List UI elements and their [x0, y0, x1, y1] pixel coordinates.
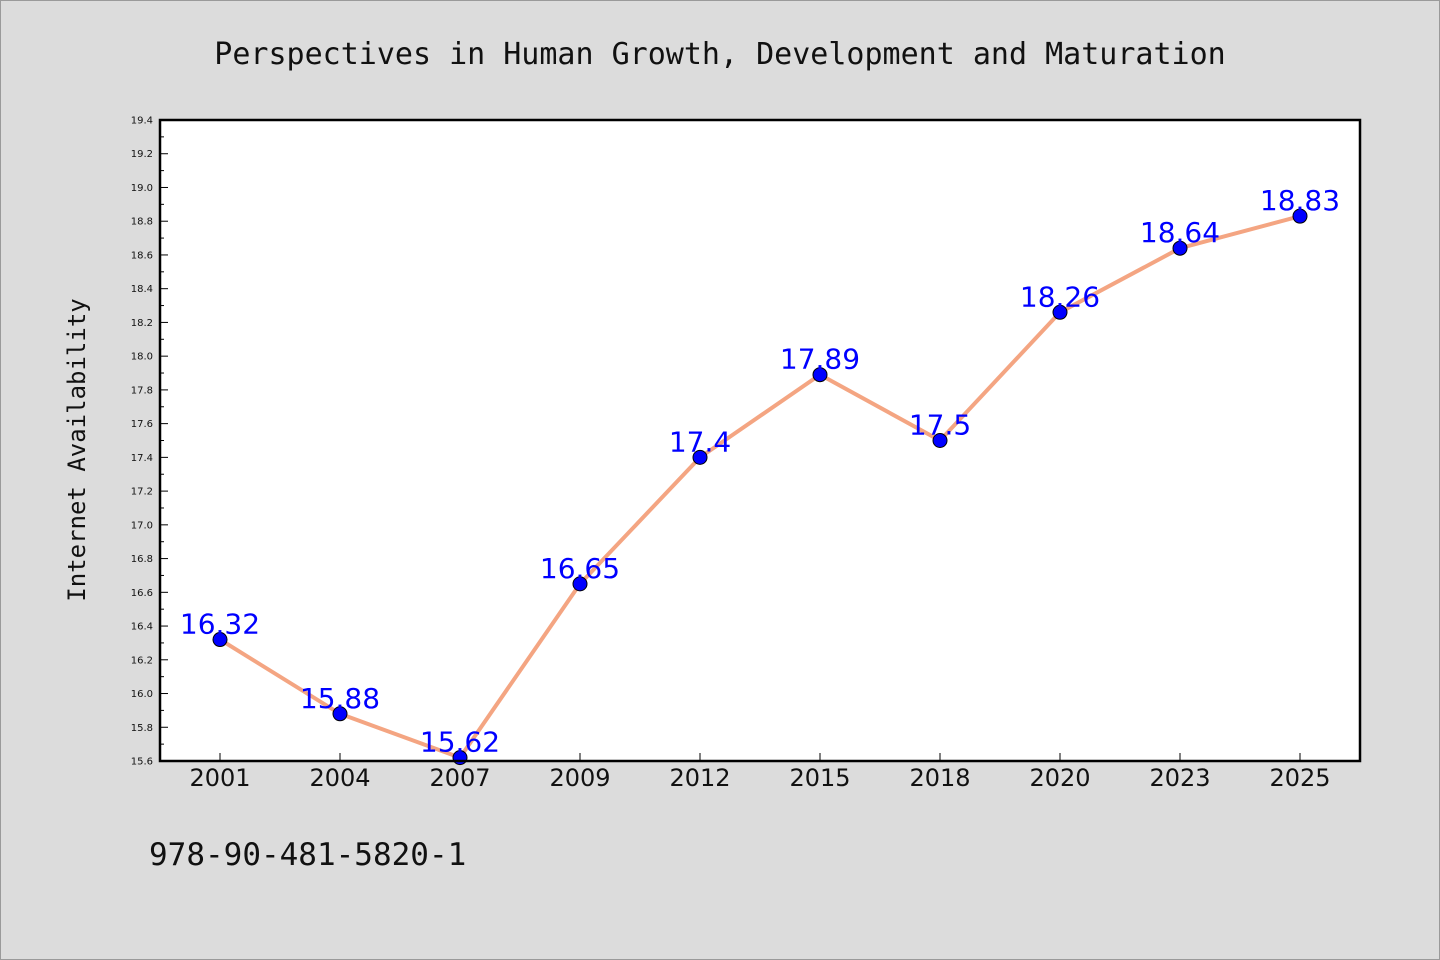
y-tick-label: 17.0: [131, 520, 153, 531]
y-tick-label: 18.6: [131, 250, 153, 261]
data-point: [212, 632, 228, 648]
y-tick-label: 19.2: [131, 149, 153, 160]
y-tick-label: 18.0: [131, 352, 153, 363]
data-point: [332, 706, 348, 722]
x-tick-label: 2020: [1029, 764, 1090, 792]
x-axis-ticks: 2001 2004 2007 2009 2012 2015 2018 2020 2023 2025: [189, 753, 1331, 792]
y-tick-label: 16.4: [131, 622, 153, 633]
x-tick-label: 2007: [429, 764, 490, 792]
data-label: 15.88: [300, 682, 380, 715]
y-tick-label: 17.6: [131, 419, 153, 430]
data-point: [1172, 240, 1188, 256]
data-label: 15.62: [420, 726, 500, 759]
plot-frame: [158, 118, 1362, 763]
y-tick-label: 17.2: [131, 487, 153, 498]
y-tick-label: 17.8: [131, 385, 153, 396]
data-label: 18.83: [1260, 184, 1340, 217]
data-label: 17.4: [669, 425, 731, 458]
data-point: [572, 576, 588, 592]
x-tick-label: 2009: [549, 764, 610, 792]
y-tick-label: 15.6: [131, 757, 153, 768]
y-tick-label: 18.8: [131, 217, 153, 228]
data-label: 17.89: [780, 343, 860, 376]
y-tick-label: 16.8: [131, 554, 153, 565]
x-tick-label: 2001: [189, 764, 250, 792]
y-tick-label: 18.4: [131, 284, 153, 295]
y-tick-label: 16.2: [131, 655, 153, 666]
x-tick-label: 2023: [1149, 764, 1210, 792]
x-tick-label: 2015: [789, 764, 850, 792]
y-tick-label: 19.4: [131, 116, 153, 127]
data-label: 17.5: [909, 409, 971, 442]
series-layer: [212, 208, 1308, 766]
footnote-isbn: 978-90-481-5820-1: [149, 837, 466, 873]
data-point: [692, 449, 708, 465]
chart-title: Perspectives in Human Growth, Developmen…: [214, 37, 1225, 72]
plot-area: [160, 120, 1360, 761]
data-point: [1292, 208, 1308, 224]
data-label: 16.65: [540, 552, 620, 585]
data-point: [932, 433, 948, 448]
y-tick-label: 19.0: [131, 183, 153, 194]
y-axis-label: Internet Availability: [63, 298, 91, 601]
x-tick-label: 2012: [669, 764, 730, 792]
x-tick-label: 2004: [309, 764, 370, 792]
data-label: 18.64: [1140, 216, 1220, 249]
y-tick-label: 15.8: [131, 723, 153, 734]
data-labels: 16.32 15.88 15.62 16.65 17.4 17.89 17.5 18.26 18…: [180, 184, 1340, 758]
data-label: 18.26: [1020, 280, 1100, 313]
data-point: [1052, 304, 1068, 320]
y-tick-label: 17.4: [131, 453, 153, 464]
y-axis-ticks: 15.6 15.8 16.0 16.2 16.4 16.6 16.8 17.0 17.2 17.4…: [131, 116, 168, 768]
x-tick-label: 2018: [909, 764, 970, 792]
data-point: [812, 367, 828, 383]
data-label: 16.32: [180, 608, 260, 641]
series-line: [218, 214, 1302, 760]
y-tick-label: 16.0: [131, 689, 153, 700]
x-tick-label: 2025: [1269, 764, 1330, 792]
y-tick-label: 16.6: [131, 588, 153, 599]
y-tick-label: 18.2: [131, 318, 153, 329]
